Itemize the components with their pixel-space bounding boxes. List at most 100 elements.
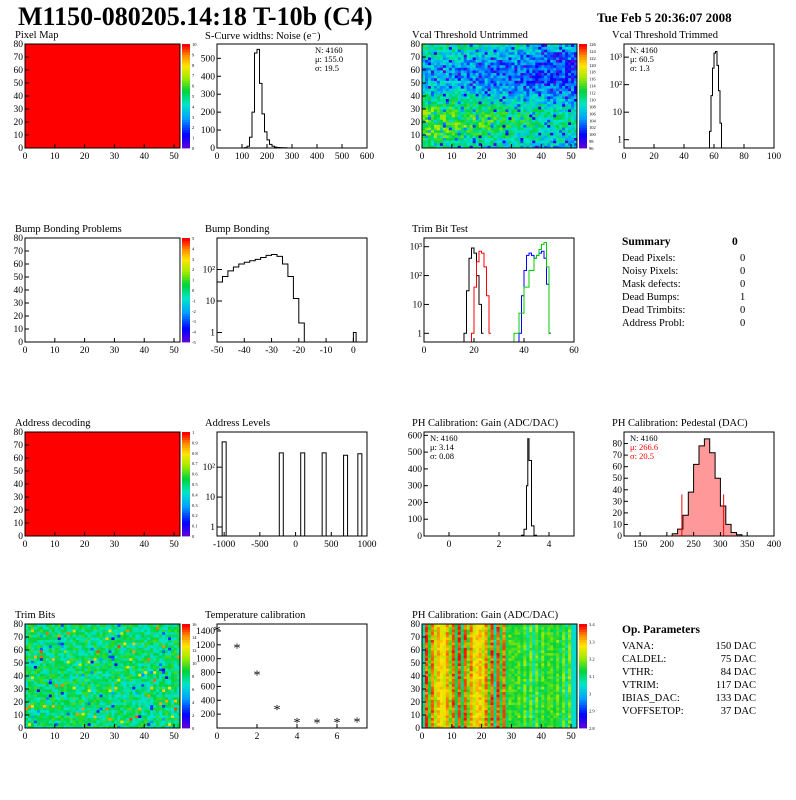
heatmap-cell <box>568 104 571 107</box>
heatmap-cell <box>538 125 541 128</box>
heatmap-cell <box>76 647 79 650</box>
color-scale-label: 1 <box>192 136 194 141</box>
tick-label: 1 <box>617 136 622 146</box>
heatmap-cell <box>108 699 111 702</box>
heatmap-cell <box>108 710 111 713</box>
heatmap-cell <box>464 125 467 128</box>
heatmap-cell <box>37 697 40 700</box>
heatmap-cell <box>174 676 177 679</box>
heatmap-cell <box>497 83 500 86</box>
heatmap-cell <box>434 80 437 83</box>
heatmap-cell <box>46 673 49 676</box>
heatmap-cell <box>105 668 108 671</box>
heatmap-cell <box>428 54 431 57</box>
heatmap-cell <box>497 70 500 73</box>
heatmap-cell <box>82 660 85 663</box>
heatmap-cell <box>61 715 64 718</box>
heatmap-cell <box>485 78 488 81</box>
heatmap-cell <box>43 723 46 726</box>
heatmap-cell <box>467 96 470 99</box>
heatmap-cell <box>85 627 88 630</box>
heatmap-cell <box>126 686 129 689</box>
heatmap-cell <box>425 88 428 91</box>
heatmap-cell <box>553 132 556 135</box>
heatmap-cell <box>97 650 100 653</box>
heatmap-cell <box>141 694 144 697</box>
heatmap-cell <box>174 720 177 723</box>
heatmap-cell <box>455 101 458 104</box>
heatmap-cell <box>171 707 174 710</box>
color-scale-segment <box>579 60 587 63</box>
heatmap-cell <box>565 78 568 81</box>
heatmap-cell <box>428 109 431 112</box>
heatmap-cell <box>174 629 177 632</box>
heatmap-cell <box>49 699 52 702</box>
heatmap-cell <box>556 104 559 107</box>
stat-line: σ: 1.3 <box>630 63 650 73</box>
heatmap-cell <box>497 96 500 99</box>
heatmap-cell <box>476 130 479 133</box>
heatmap-cell <box>123 653 126 656</box>
heatmap-cell <box>49 689 52 692</box>
heatmap-cell <box>108 660 111 663</box>
heatmap-cell <box>547 109 550 112</box>
heatmap-cell <box>479 86 482 89</box>
heatmap-cell <box>568 91 571 94</box>
heatmap-cell <box>162 642 165 645</box>
color-scale-segment <box>182 140 190 143</box>
heatmap-cell <box>559 122 562 125</box>
heatmap-cell <box>461 62 464 65</box>
heatmap-cell <box>171 697 174 700</box>
tick-label: 0 <box>23 540 28 550</box>
heatmap-cell <box>76 689 79 692</box>
heatmap-cell <box>514 96 517 99</box>
heatmap-cell <box>52 634 55 637</box>
color-scale-segment <box>182 295 190 298</box>
heatmap-cell <box>168 686 171 689</box>
tick-label: 1000 <box>196 655 215 665</box>
heatmap-cell <box>120 720 123 723</box>
heatmap-cell <box>108 692 111 695</box>
heatmap-cell <box>111 715 114 718</box>
heatmap-cell <box>135 676 138 679</box>
heatmap-cell <box>476 52 479 55</box>
heatmap-cell <box>100 686 103 689</box>
tick-label: 70 <box>14 441 24 451</box>
heatmap-cell <box>76 668 79 671</box>
heatmap-cell <box>103 645 106 648</box>
heatmap-cell <box>428 104 431 107</box>
heatmap-cell <box>541 127 544 130</box>
heatmap-cell <box>497 114 500 117</box>
heatmap-cell <box>64 697 67 700</box>
heatmap-cell <box>25 692 28 695</box>
heatmap-cell <box>514 143 517 146</box>
color-scale-label: 10 <box>192 42 197 47</box>
heatmap-cell <box>141 642 144 645</box>
heatmap-cell <box>550 117 553 120</box>
heatmap-cell <box>568 54 571 57</box>
heatmap-cell <box>455 54 458 57</box>
heatmap-cell <box>422 47 425 50</box>
heatmap-cell <box>479 132 482 135</box>
heatmap-cell <box>443 101 446 104</box>
heatmap-cell <box>82 655 85 658</box>
heatmap-cell <box>165 702 168 705</box>
heatmap-cell <box>129 640 132 643</box>
heatmap-cell <box>100 673 103 676</box>
heatmap-cell <box>434 101 437 104</box>
heatmap-cell <box>114 705 117 708</box>
heatmap-cell <box>100 655 103 658</box>
heatmap-cell <box>568 65 571 68</box>
heatmap-cell <box>76 673 79 676</box>
heatmap-cell <box>559 119 562 122</box>
heatmap-cell <box>535 101 538 104</box>
heatmap-cell <box>141 650 144 653</box>
color-scale-segment <box>182 510 190 513</box>
heatmap-cell <box>550 132 553 135</box>
heatmap-cell <box>485 114 488 117</box>
heatmap-cell <box>458 117 461 120</box>
heatmap-cell <box>108 684 111 687</box>
heatmap-cell <box>129 686 132 689</box>
